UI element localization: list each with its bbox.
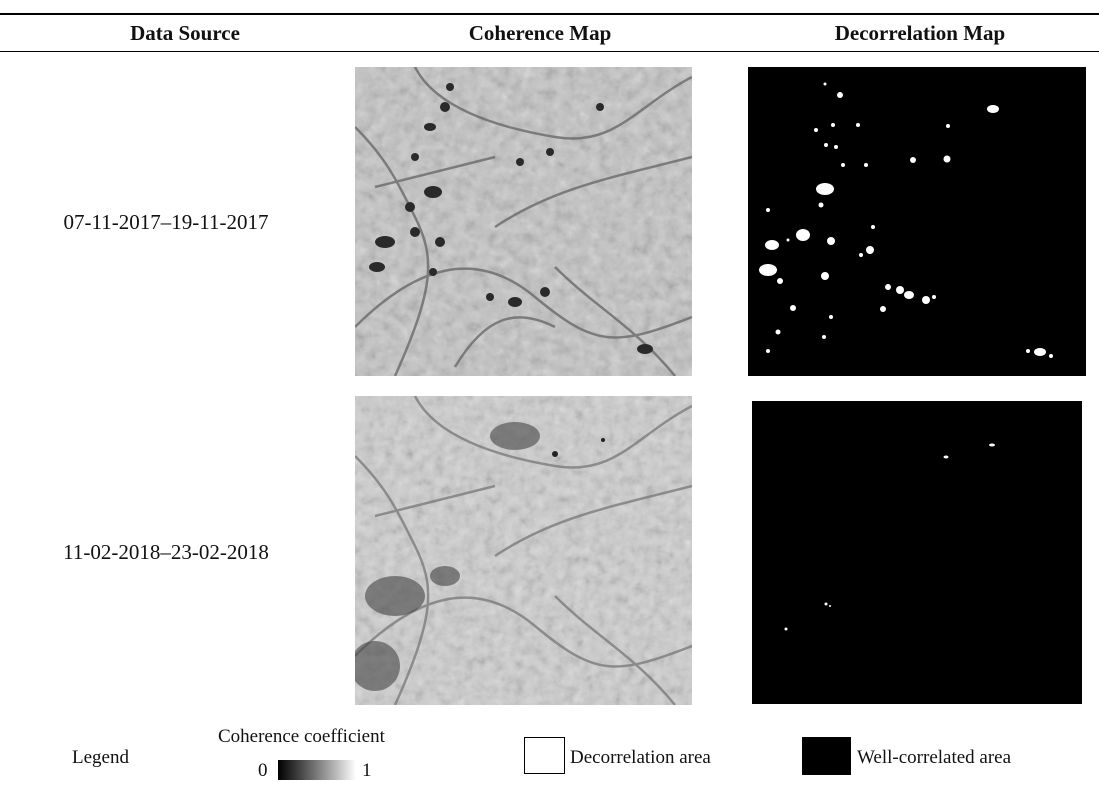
header-coherence-map: Coherence Map — [468, 21, 612, 45]
coherence-coefficient-title: Coherence coefficient — [218, 726, 385, 747]
decorrelation-area-label: Decorrelation area — [570, 747, 711, 768]
table-top-rule — [0, 13, 1099, 15]
table-header-rule — [0, 51, 1099, 52]
legend-title: Legend — [72, 747, 129, 768]
scale-max-label: 1 — [362, 760, 372, 781]
scale-min-label: 0 — [258, 760, 268, 781]
row-2-label: 11-02-2018–23-02-2018 — [63, 540, 269, 564]
row-1-label: 07-11-2017–19-11-2017 — [63, 210, 269, 234]
header-data-source: Data Source — [130, 21, 240, 45]
header-decorrelation-map: Decorrelation Map — [834, 21, 1006, 45]
well-correlated-area-label: Well-correlated area — [857, 747, 1012, 768]
decorrelation-map-2 — [752, 401, 1082, 704]
decorrelation-map-1 — [748, 67, 1086, 376]
coherence-map-2 — [355, 396, 692, 705]
coherence-gradient-bar — [278, 760, 356, 780]
coherence-map-1 — [355, 67, 692, 376]
well-correlated-swatch — [802, 737, 851, 775]
decorrelation-swatch — [524, 737, 565, 774]
